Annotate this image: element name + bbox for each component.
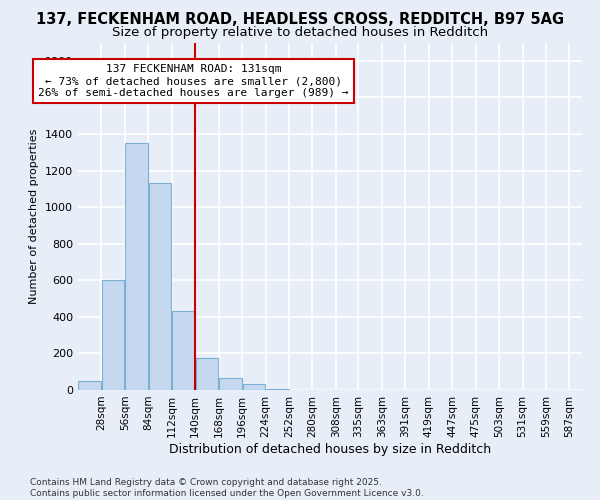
- Text: 137 FECKENHAM ROAD: 131sqm
← 73% of detached houses are smaller (2,800)
26% of s: 137 FECKENHAM ROAD: 131sqm ← 73% of deta…: [38, 64, 349, 98]
- Bar: [196, 358, 218, 390]
- Bar: [125, 143, 148, 390]
- Bar: [242, 384, 265, 390]
- Bar: [172, 312, 195, 390]
- Bar: [266, 389, 289, 390]
- Bar: [102, 280, 124, 390]
- Bar: [79, 381, 101, 390]
- Y-axis label: Number of detached properties: Number of detached properties: [29, 128, 40, 304]
- Text: Contains HM Land Registry data © Crown copyright and database right 2025.
Contai: Contains HM Land Registry data © Crown c…: [30, 478, 424, 498]
- Bar: [149, 184, 172, 390]
- Text: Size of property relative to detached houses in Redditch: Size of property relative to detached ho…: [112, 26, 488, 39]
- Bar: [219, 378, 242, 390]
- X-axis label: Distribution of detached houses by size in Redditch: Distribution of detached houses by size …: [169, 442, 491, 456]
- Text: 137, FECKENHAM ROAD, HEADLESS CROSS, REDDITCH, B97 5AG: 137, FECKENHAM ROAD, HEADLESS CROSS, RED…: [36, 12, 564, 28]
